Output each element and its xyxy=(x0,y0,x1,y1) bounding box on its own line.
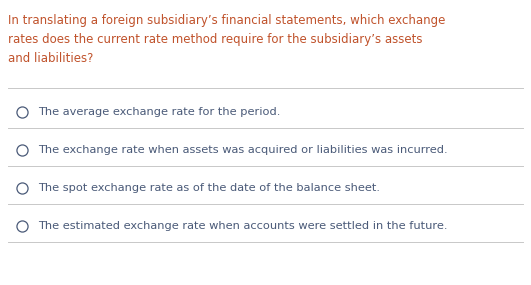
Text: The spot exchange rate as of the date of the balance sheet.: The spot exchange rate as of the date of… xyxy=(38,183,380,193)
Text: The exchange rate when assets was acquired or liabilities was incurred.: The exchange rate when assets was acquir… xyxy=(38,145,448,155)
Text: In translating a foreign subsidiary’s financial statements, which exchange: In translating a foreign subsidiary’s fi… xyxy=(8,14,446,27)
Text: The estimated exchange rate when accounts were settled in the future.: The estimated exchange rate when account… xyxy=(38,221,448,231)
Text: and liabilities?: and liabilities? xyxy=(8,52,93,65)
Text: The average exchange rate for the period.: The average exchange rate for the period… xyxy=(38,107,280,117)
Text: rates does the current rate method require for the subsidiary’s assets: rates does the current rate method requi… xyxy=(8,33,423,46)
